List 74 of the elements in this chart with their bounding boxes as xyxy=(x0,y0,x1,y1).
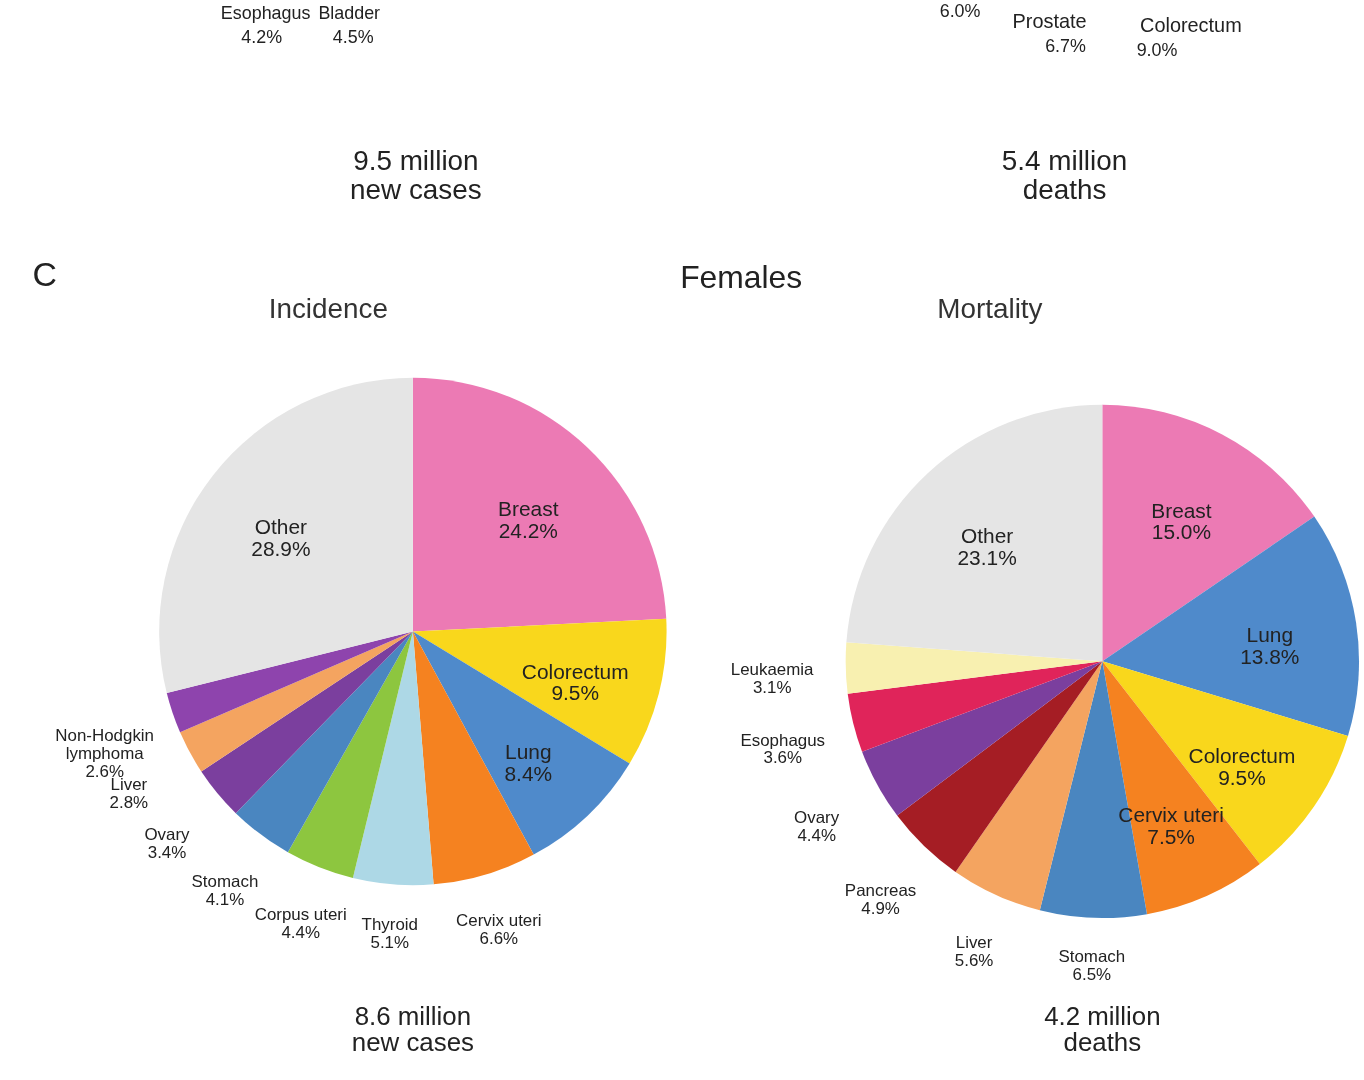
slice-label: Other xyxy=(960,524,1014,548)
chart-title: Mortality xyxy=(937,293,1043,325)
pie-slice xyxy=(412,618,667,764)
text: 9.5 million new cases xyxy=(350,144,482,205)
pie-slice xyxy=(180,631,413,772)
slice-label: Ovary xyxy=(794,808,840,828)
slice-label: Other xyxy=(254,515,308,539)
pie-slice xyxy=(287,631,413,879)
pie-slice xyxy=(412,377,667,632)
slice-label: Leukaemia xyxy=(730,659,815,679)
chart-title: Incidence xyxy=(268,293,388,325)
pie-slice xyxy=(1102,404,1315,662)
data-label: 5.6% xyxy=(954,950,994,970)
slice-label: Stomach xyxy=(191,871,259,891)
data-label: 4.4% xyxy=(281,922,320,942)
text: Esophagus xyxy=(220,2,311,23)
text: 4.2 million deaths xyxy=(1044,1001,1161,1057)
pie-slice xyxy=(862,661,1103,816)
pie-slice xyxy=(166,631,413,733)
pie-slice xyxy=(846,404,1103,662)
slice-label: Colorectum xyxy=(521,659,629,683)
data-label: 3.1% xyxy=(752,677,792,697)
pie-slice xyxy=(845,642,1103,694)
slice-label: Non-Hodgkin lymphoma xyxy=(55,725,155,763)
text: 9.0% xyxy=(1136,40,1178,61)
text: C xyxy=(32,255,57,294)
text: 6.7% xyxy=(1045,36,1087,57)
slice-label: Stomach xyxy=(1058,946,1126,966)
pie-slice xyxy=(159,377,413,694)
text: 6.0% xyxy=(939,0,981,21)
pie-slice xyxy=(847,661,1103,752)
pie-slice xyxy=(235,631,413,853)
slice-label: Thyroid xyxy=(361,914,418,934)
text: 8.6 million new cases xyxy=(351,1001,474,1057)
data-label: 9.5% xyxy=(551,681,599,705)
text: Prostate xyxy=(1012,9,1087,32)
data-label: 2.8% xyxy=(109,793,149,813)
data-label: 24.2% xyxy=(498,519,558,543)
text: Colorectum xyxy=(1140,13,1242,36)
data-label: 4.4% xyxy=(797,826,836,846)
data-label: 23.1% xyxy=(957,546,1017,570)
data-label: 3.6% xyxy=(763,748,803,768)
slice-label: Colorectum xyxy=(1188,744,1296,768)
data-label: 7.5% xyxy=(1147,825,1195,849)
pie-slice xyxy=(412,631,630,855)
text: 4.2% xyxy=(241,26,283,47)
data-label: 28.9% xyxy=(251,537,311,561)
pie-slice xyxy=(955,661,1103,911)
data-label: 4.1% xyxy=(205,889,245,909)
pie-slice xyxy=(897,661,1103,872)
text: 4.5% xyxy=(332,26,374,47)
pie-slice xyxy=(352,631,434,886)
data-label: 3.4% xyxy=(147,842,187,862)
data-label: 6.5% xyxy=(1072,964,1112,984)
slice-label: Lung xyxy=(505,739,552,763)
pie-slice xyxy=(201,631,413,814)
data-label: 15.0% xyxy=(1151,520,1212,544)
slice-label: Cervix uteri xyxy=(456,910,542,930)
text: 5.4 million deaths xyxy=(1001,144,1128,205)
text: Bladder xyxy=(318,2,381,23)
slice-label: Breast xyxy=(1151,498,1212,522)
slice-label: Esophagus xyxy=(740,730,826,750)
data-label: 6.6% xyxy=(479,928,519,948)
data-label: 5.1% xyxy=(370,932,410,952)
data-label: 9.5% xyxy=(1218,766,1266,790)
pie-slice xyxy=(1102,516,1359,736)
slice-label: Pancreas xyxy=(844,881,917,901)
slice-label: Liver xyxy=(955,932,993,952)
text: Females xyxy=(680,259,803,296)
slice-label: Ovary xyxy=(144,824,191,844)
slice-label: Breast xyxy=(498,497,559,521)
data-label: 4.9% xyxy=(861,899,900,919)
slice-label: Corpus uteri xyxy=(254,904,347,924)
slice-label: Lung xyxy=(1246,622,1294,646)
